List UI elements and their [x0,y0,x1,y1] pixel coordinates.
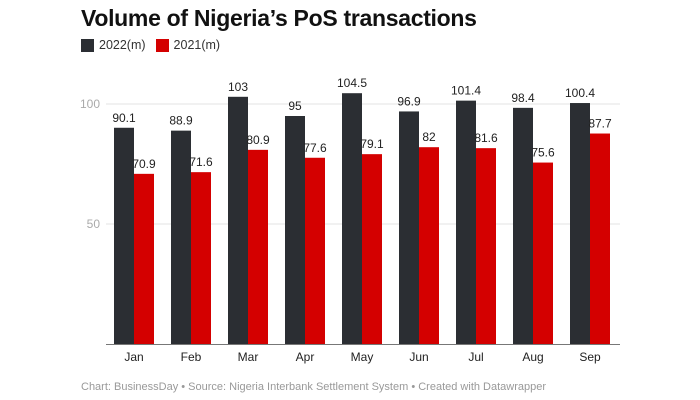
chart-title: Volume of Nigeria’s PoS transactions [81,5,477,31]
legend-item-2022: 2022(m) [81,38,146,52]
data-label: 98.4 [511,91,535,105]
bar-2022(m) [114,127,134,344]
data-label: 79.1 [360,137,384,151]
data-label: 95 [288,99,302,113]
x-tick-label: Feb [181,350,202,364]
data-label: 70.9 [132,157,156,171]
bar-2021(m) [134,173,154,344]
x-tick-label: Jun [409,350,428,364]
data-label: 101.4 [451,84,481,98]
x-tick-label: Sep [579,350,601,364]
x-tick-label: May [351,350,374,364]
bar-2021(m) [362,154,382,344]
bar-2022(m) [228,96,248,344]
y-tick-label: 100 [80,97,100,111]
data-label: 90.1 [112,111,136,125]
legend-label: 2021(m) [173,38,221,52]
bar-2021(m) [419,147,439,344]
bar-2022(m) [513,107,533,344]
legend: 2022(m) 2021(m) [81,38,220,52]
data-label: 77.6 [303,141,327,155]
bar-2021(m) [590,133,610,344]
data-label: 80.9 [246,133,270,147]
bar-2022(m) [570,103,590,344]
data-label: 103 [228,80,248,94]
data-label: 71.6 [189,155,213,169]
data-label: 75.6 [531,146,555,160]
bar-2022(m) [171,130,191,344]
y-tick-label: 50 [87,217,101,231]
bar-2021(m) [533,162,553,344]
data-label: 104.5 [337,76,367,90]
data-label: 81.6 [474,131,498,145]
data-label: 96.9 [397,94,421,108]
legend-item-2021: 2021(m) [155,38,221,52]
x-tick-label: Apr [296,350,315,364]
bar-2021(m) [191,172,211,344]
data-label: 82 [422,130,436,144]
bar-2022(m) [456,100,476,344]
data-label: 100.4 [565,86,595,100]
x-tick-label: Jan [124,350,143,364]
bar-2021(m) [476,148,496,344]
legend-swatch [81,38,94,52]
x-tick-label: Jul [468,350,483,364]
legend-label: 2022(m) [99,38,146,52]
bar-2021(m) [248,149,268,344]
x-tick-label: Mar [238,350,259,364]
bar-2022(m) [285,116,305,344]
data-label: 88.9 [169,114,193,128]
footer-credit: Chart: BusinessDay • Source: Nigeria Int… [81,381,547,393]
x-tick-label: Aug [522,350,543,364]
legend-swatch [155,38,169,52]
bar-2022(m) [399,111,419,344]
bar-2021(m) [305,157,325,344]
bar-2022(m) [342,93,362,344]
data-label: 87.7 [588,117,612,131]
